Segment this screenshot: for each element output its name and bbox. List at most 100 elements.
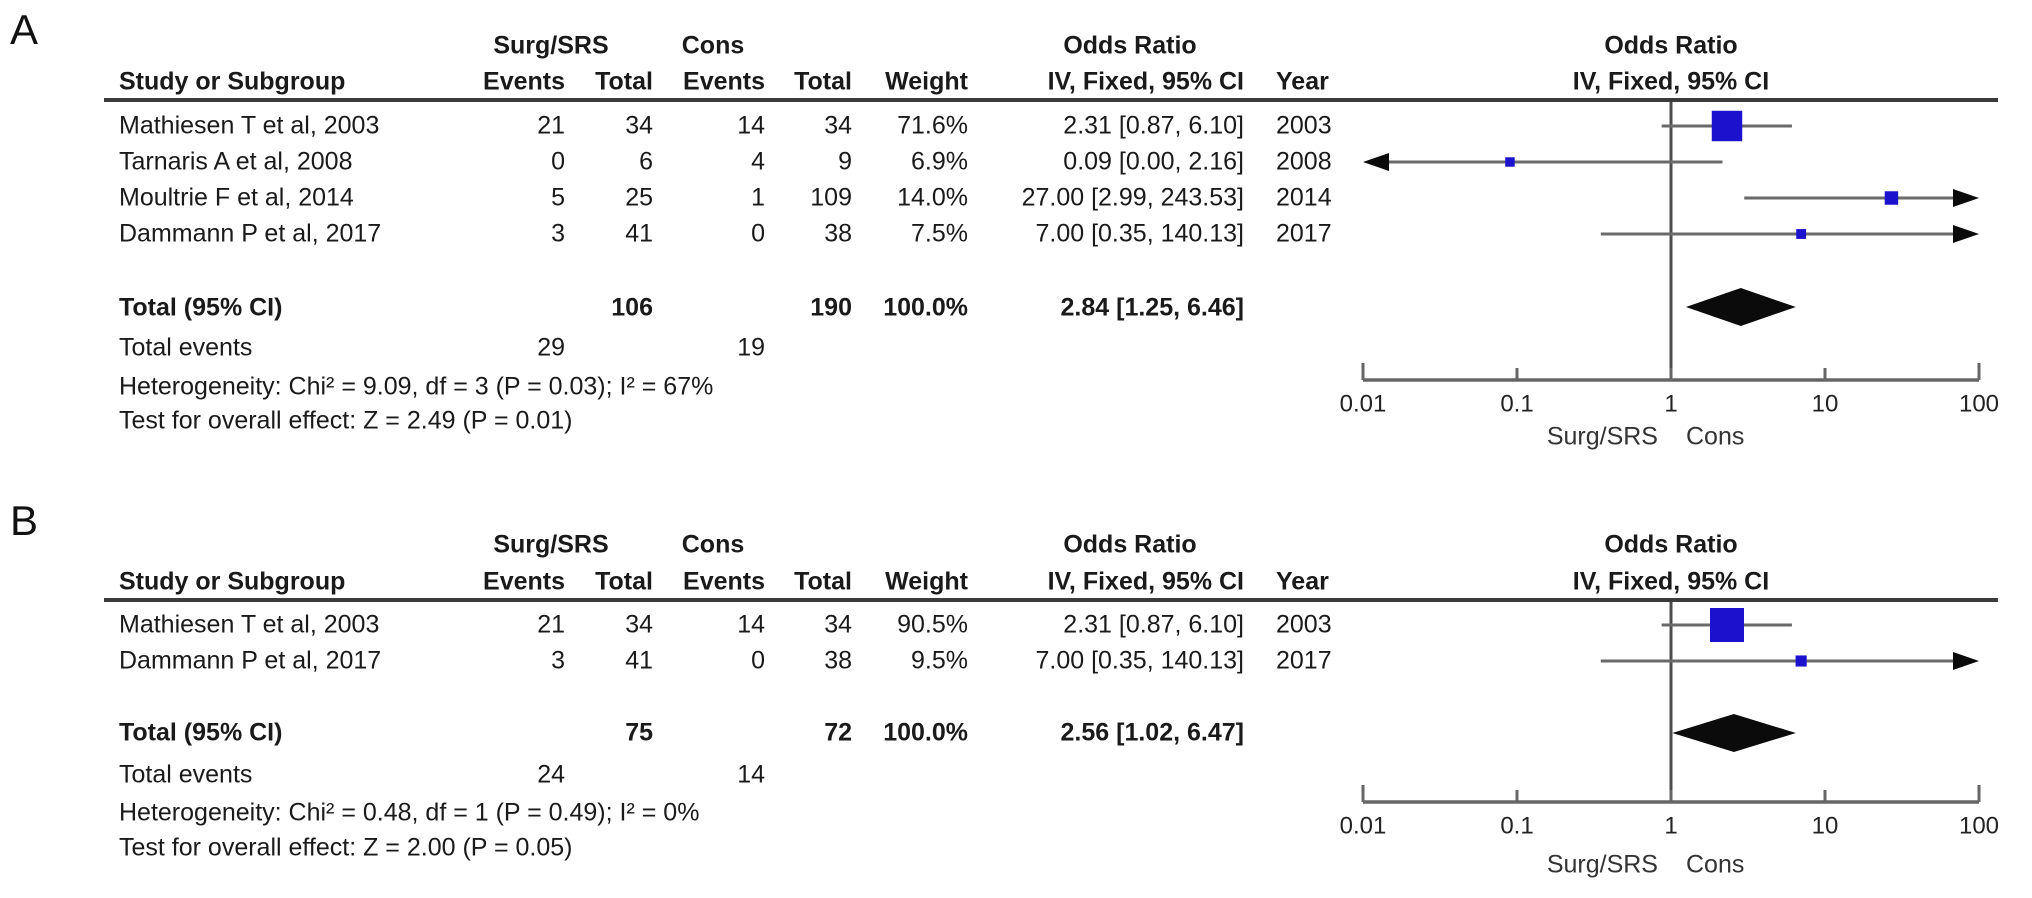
column-header-or-ci: IV, Fixed, 95% CI (1047, 67, 1244, 96)
cell-weight: 90.5% (897, 610, 968, 639)
column-header-total-surg: Total (595, 67, 653, 96)
column-header-or-ci: IV, Fixed, 95% CI (1047, 567, 1244, 596)
total-cons-n: 190 (810, 293, 852, 322)
total-surg-n: 106 (611, 293, 653, 322)
favours-left-label: Surg/SRS (1546, 850, 1658, 879)
overall-effect-stat: Test for overall effect: Z = 2.00 (P = 0… (119, 833, 573, 862)
column-header-events-cons: Events (683, 567, 765, 596)
summary-diamond (1685, 288, 1796, 326)
total-cons-n: 72 (824, 718, 852, 747)
left-arrow-icon (1363, 153, 1389, 171)
cell-or_ci: 2.31 [0.87, 6.10] (1063, 111, 1244, 140)
cell-events2: 0 (751, 646, 765, 675)
heterogeneity-stat: Heterogeneity: Chi² = 9.09, df = 3 (P = … (119, 372, 714, 401)
column-group-odds-ratio: Odds Ratio (1063, 530, 1197, 559)
cell-events1: 21 (537, 610, 565, 639)
cell-year: 2003 (1276, 610, 1332, 639)
axis-tick-label: 0.01 (1340, 813, 1387, 840)
cell-study: Dammann P et al, 2017 (119, 646, 382, 675)
cell-events2: 14 (737, 111, 765, 140)
column-header-year: Year (1276, 567, 1329, 596)
effect-square (1711, 110, 1743, 142)
column-header-study: Study or Subgroup (119, 67, 346, 96)
axis-tick-label: 1 (1664, 813, 1677, 840)
column-header-total-cons: Total (794, 67, 852, 96)
cell-events1: 0 (551, 147, 565, 176)
cell-study: Mathiesen T et al, 2003 (119, 111, 380, 140)
cell-total1: 34 (625, 111, 653, 140)
cell-year: 2017 (1276, 219, 1332, 248)
forest-plot-a: 0.01 0.1 1 10 100 (1340, 102, 1999, 418)
total-events-surg: 24 (537, 760, 565, 789)
axis-tick-label: 10 (1812, 813, 1839, 840)
effect-square (1709, 608, 1744, 642)
total-or-ci: 2.56 [1.02, 6.47] (1060, 718, 1244, 747)
total-weight: 100.0% (883, 718, 968, 747)
total-surg-n: 75 (625, 718, 653, 747)
panel-a: A Surg/SRS Cons Odds Ratio Odds Ratio St… (10, 5, 1999, 451)
axis-tick-label: 0.01 (1340, 391, 1387, 418)
cell-events1: 5 (551, 183, 565, 212)
right-arrow-icon (1953, 189, 1979, 207)
header-rule (104, 598, 1998, 602)
cell-total1: 6 (639, 147, 653, 176)
cell-total1: 41 (625, 219, 653, 248)
cell-events2: 4 (751, 147, 765, 176)
cell-study: Dammann P et al, 2017 (119, 219, 382, 248)
effect-square (1796, 229, 1807, 239)
right-arrow-icon (1953, 652, 1979, 670)
column-group-cons: Cons (681, 530, 745, 559)
total-events-label: Total events (119, 760, 253, 789)
cell-events2: 1 (751, 183, 765, 212)
column-header-year: Year (1276, 67, 1329, 96)
cell-events1: 21 (537, 111, 565, 140)
plot-header-or-ci: IV, Fixed, 95% CI (1572, 567, 1770, 596)
effect-square (1505, 157, 1515, 167)
cell-weight: 6.9% (911, 147, 968, 176)
cell-events2: 14 (737, 610, 765, 639)
overall-effect-stat: Test for overall effect: Z = 2.49 (P = 0… (119, 406, 573, 435)
axis-tick-label: 0.1 (1500, 391, 1533, 418)
cell-year: 2014 (1276, 183, 1332, 212)
cell-events1: 3 (551, 219, 565, 248)
column-group-surg-srs: Surg/SRS (493, 31, 609, 60)
column-header-total-surg: Total (595, 567, 653, 596)
total-or-ci: 2.84 [1.25, 6.46] (1060, 293, 1244, 322)
cell-or_ci: 2.31 [0.87, 6.10] (1063, 610, 1244, 639)
cell-study: Moultrie F et al, 2014 (119, 183, 354, 212)
cell-total2: 38 (824, 646, 852, 675)
favours-right-label: Cons (1686, 422, 1745, 451)
plot-header-or-ci: IV, Fixed, 95% CI (1572, 67, 1770, 96)
cell-events2: 0 (751, 219, 765, 248)
cell-weight: 7.5% (911, 219, 968, 248)
column-group-odds-ratio: Odds Ratio (1063, 31, 1197, 60)
cell-study: Tarnaris A et al, 2008 (119, 147, 353, 176)
heterogeneity-stat: Heterogeneity: Chi² = 0.48, df = 1 (P = … (119, 798, 700, 827)
favours-right-label: Cons (1686, 850, 1745, 879)
column-group-cons: Cons (681, 31, 745, 60)
cell-year: 2003 (1276, 111, 1332, 140)
axis-tick-label: 0.1 (1500, 813, 1533, 840)
axis-tick-label: 10 (1812, 391, 1839, 418)
total-events-label: Total events (119, 333, 253, 362)
plot-header-odds-ratio: Odds Ratio (1604, 530, 1738, 559)
column-header-weight: Weight (885, 67, 968, 96)
column-header-events-cons: Events (683, 67, 765, 96)
column-header-study: Study or Subgroup (119, 567, 346, 596)
effect-square (1795, 655, 1807, 667)
cell-or_ci: 27.00 [2.99, 243.53] (1021, 183, 1244, 212)
cell-total2: 9 (838, 147, 852, 176)
panel-a-label: A (10, 5, 39, 53)
column-header-total-cons: Total (794, 567, 852, 596)
panel-b-label: B (10, 496, 39, 544)
total-events-cons: 19 (737, 333, 765, 362)
total-events-surg: 29 (537, 333, 565, 362)
total-label: Total (95% CI) (119, 293, 283, 322)
cell-year: 2017 (1276, 646, 1332, 675)
cell-year: 2008 (1276, 147, 1332, 176)
cell-total1: 34 (625, 610, 653, 639)
column-group-surg-srs: Surg/SRS (493, 530, 609, 559)
right-arrow-icon (1953, 225, 1979, 243)
header-rule (104, 98, 1998, 102)
